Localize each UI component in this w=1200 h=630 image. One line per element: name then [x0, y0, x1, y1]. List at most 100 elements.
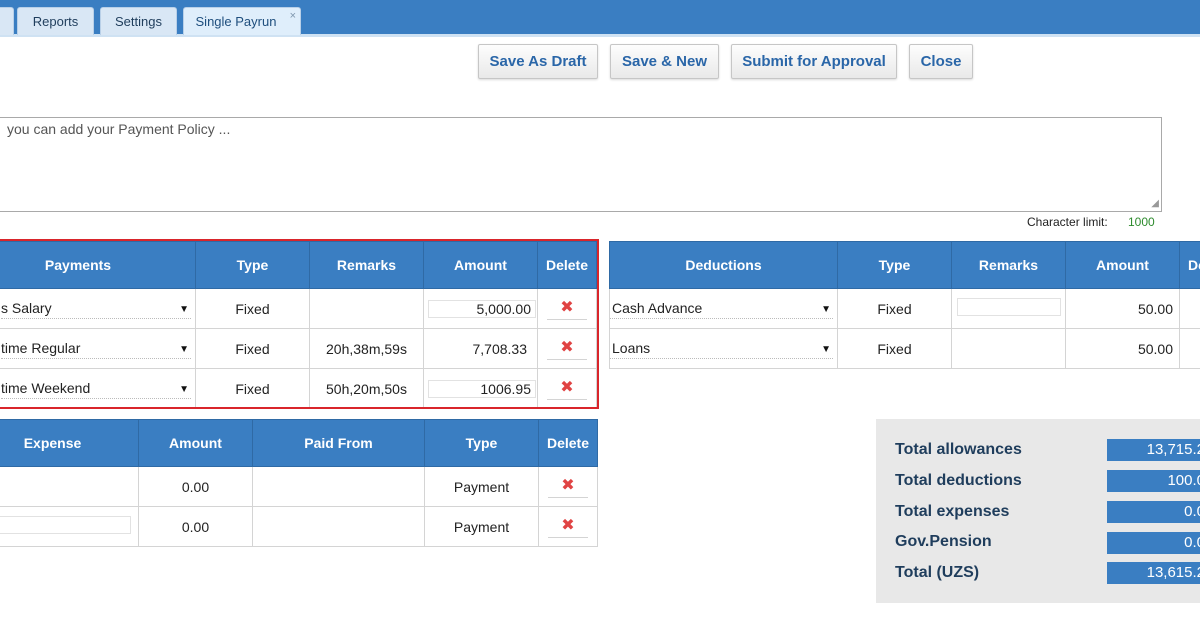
delete-col-header: Delete [537, 241, 597, 289]
payment-name: s Salary [1, 300, 52, 316]
type-col-header: Type [837, 241, 952, 289]
deductions-col-header: Deductions [609, 241, 838, 289]
table-row: s Salary ▼ Fixed 5,000.00 ✖ [0, 288, 597, 329]
payment-amount-input[interactable]: 5,000.00 [428, 299, 536, 318]
payment-policy-textarea[interactable]: you can add your Payment Policy ... ◢ [0, 117, 1162, 212]
payment-policy-placeholder: you can add your Payment Policy ... [7, 121, 231, 137]
table-row: 0.00 Payment ✖ [0, 466, 598, 507]
payment-select[interactable]: time Regular ▼ [0, 328, 196, 369]
tab-single-payrun[interactable]: Single Payrun × [183, 7, 301, 35]
type-col-header: Type [195, 241, 310, 289]
remarks-col-header: Remarks [309, 241, 424, 289]
gov-pension-value: 0.0 [1107, 532, 1200, 554]
payment-remarks [309, 288, 424, 329]
expense-type: Payment [424, 466, 539, 507]
table-row: Loans ▼ Fixed 50.00 [609, 328, 1200, 369]
delete-icon[interactable]: ✖ [547, 298, 587, 320]
delete-icon[interactable]: ✖ [547, 378, 587, 400]
character-limit-label: Character limit: [1027, 215, 1108, 229]
deduction-name: Loans [612, 340, 651, 356]
table-row: time Weekend ▼ Fixed 50h,20m,50s 1006.95… [0, 368, 597, 409]
delete-col-header: De [1179, 241, 1200, 289]
payment-select[interactable]: s Salary ▼ [0, 288, 196, 329]
total-deductions-value: 100.0 [1107, 470, 1200, 492]
chevron-down-icon[interactable]: ▼ [821, 344, 831, 355]
payment-type: Fixed [195, 328, 310, 369]
submit-for-approval-button[interactable]: Submit for Approval [731, 44, 897, 79]
delete-icon[interactable]: ✖ [547, 338, 587, 360]
total-deductions-label: Total deductions [895, 472, 1022, 489]
amount-col-header: Amount [138, 419, 253, 467]
deduction-select[interactable]: Loans ▼ [609, 328, 838, 369]
deductions-table: Deductions Type Remarks Amount De Cash A… [609, 241, 1200, 369]
totals-panel: Total allowances 13,715.2 Total deductio… [876, 419, 1200, 603]
tab-settings-label: Settings [115, 14, 162, 29]
payment-type: Fixed [195, 368, 310, 409]
payment-amount: 7,708.33 [423, 328, 538, 369]
remarks-col-header: Remarks [951, 241, 1066, 289]
total-expenses-value: 0.0 [1107, 501, 1200, 523]
delete-col-header: Delete [538, 419, 598, 467]
chevron-down-icon[interactable]: ▼ [179, 304, 189, 315]
deduction-select[interactable]: Cash Advance ▼ [609, 288, 838, 329]
save-and-new-button[interactable]: Save & New [610, 44, 719, 79]
tab-reports-label: Reports [32, 14, 79, 29]
expense-type: Payment [424, 506, 539, 547]
deduction-type: Fixed [837, 328, 952, 369]
table-row: 0.00 Payment ✖ [0, 506, 598, 547]
payment-select[interactable]: time Weekend ▼ [0, 368, 196, 409]
total-allowances-value: 13,715.2 [1107, 439, 1200, 461]
deduction-amount: 50.00 [1065, 328, 1180, 369]
close-tab-icon[interactable]: × [289, 10, 296, 22]
expense-col-header: Expense [0, 419, 139, 467]
chevron-down-icon[interactable]: ▼ [821, 304, 831, 315]
chevron-down-icon[interactable]: ▼ [179, 384, 189, 395]
total-allowances-label: Total allowances [895, 441, 1022, 458]
amount-col-header: Amount [423, 241, 538, 289]
deduction-remarks-input[interactable] [956, 298, 1061, 316]
total-uzs-value: 13,615.2 [1107, 562, 1200, 584]
table-row: Cash Advance ▼ Fixed 50.00 [609, 288, 1200, 329]
save-as-draft-button[interactable]: Save As Draft [478, 44, 598, 79]
deduction-name: Cash Advance [612, 300, 703, 316]
expense-paid-from[interactable] [252, 466, 425, 507]
table-row: time Regular ▼ Fixed 20h,38m,59s 7,708.3… [0, 328, 597, 369]
payments-table: Payments Type Remarks Amount Delete s Sa… [0, 241, 597, 409]
amount-col-header: Amount [1065, 241, 1180, 289]
tab-previous[interactable] [0, 7, 14, 35]
expense-name[interactable] [0, 466, 139, 507]
deduction-remarks [951, 328, 1066, 369]
delete-icon[interactable]: ✖ [548, 516, 588, 538]
payment-remarks: 50h,20m,50s [309, 368, 424, 409]
deduction-type: Fixed [837, 288, 952, 329]
close-button[interactable]: Close [909, 44, 973, 79]
payments-col-header: Payments [0, 241, 196, 289]
gov-pension-label: Gov.Pension [895, 533, 992, 550]
expense-name-input[interactable] [0, 516, 131, 534]
expense-amount: 0.00 [138, 506, 253, 547]
deduction-amount: 50.00 [1065, 288, 1180, 329]
chevron-down-icon[interactable]: ▼ [179, 344, 189, 355]
expense-paid-from[interactable] [252, 506, 425, 547]
type-col-header: Type [424, 419, 539, 467]
payment-remarks: 20h,38m,59s [309, 328, 424, 369]
paid-from-col-header: Paid From [252, 419, 425, 467]
expense-amount: 0.00 [138, 466, 253, 507]
payments-header-row: Payments Type Remarks Amount Delete [0, 241, 597, 289]
tab-bar: Reports Settings Single Payrun × [0, 0, 1200, 37]
delete-icon[interactable]: ✖ [548, 476, 588, 498]
resize-grip-icon[interactable]: ◢ [1151, 198, 1159, 209]
character-limit-value: 1000 [1128, 215, 1155, 229]
total-expenses-label: Total expenses [895, 503, 1010, 520]
expenses-table: Expense Amount Paid From Type Delete 0.0… [0, 419, 598, 547]
payment-name: time Regular [1, 340, 81, 356]
tab-single-payrun-label: Single Payrun [195, 14, 277, 29]
expenses-header-row: Expense Amount Paid From Type Delete [0, 419, 598, 467]
payment-amount-input[interactable]: 1006.95 [428, 379, 536, 398]
payment-name: time Weekend [1, 380, 91, 396]
tab-reports[interactable]: Reports [17, 7, 94, 35]
payment-type: Fixed [195, 288, 310, 329]
deductions-header-row: Deductions Type Remarks Amount De [609, 241, 1200, 289]
tab-settings[interactable]: Settings [100, 7, 177, 35]
total-uzs-label: Total (UZS) [895, 564, 980, 581]
